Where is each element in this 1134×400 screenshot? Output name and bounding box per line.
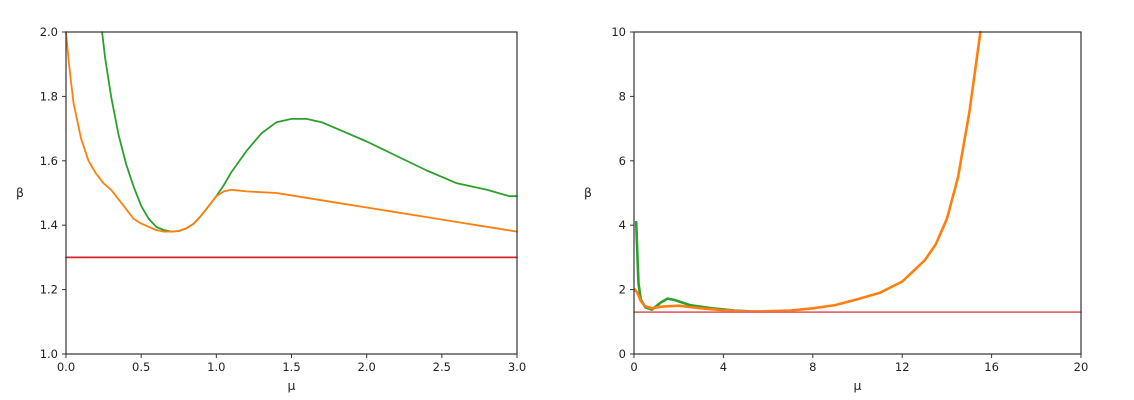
right-chart: 0 4 8 12 16 20 0 2 4 6 8 10 μ β: [584, 25, 1088, 393]
x-tick-label: 8: [809, 360, 816, 374]
left-chart: 0.0 0.5 1.0 1.5 2.0 2.5 3.0 1.0 1.2 1.4 1.6 1.8 2.0 μ…: [16, 25, 526, 393]
y-axis-label: β: [16, 185, 24, 200]
y-tick-label: 1.4: [40, 218, 58, 232]
y-tick-label: 4: [619, 218, 626, 232]
x-tick-label: 3.0: [508, 360, 526, 374]
x-tick-label: 1.0: [207, 360, 225, 374]
y-tick-label: 1.8: [40, 89, 58, 103]
series-line-1: [65, 31, 518, 233]
x-tick-label: 0.0: [57, 360, 75, 374]
x-tick-label: 0.5: [132, 360, 150, 374]
x-tick-label: 16: [984, 360, 999, 374]
series-line-0: [634, 220, 759, 314]
x-axis-label: μ: [854, 378, 862, 393]
x-tick-label: 20: [1074, 360, 1089, 374]
x-tick-label: 1.5: [282, 360, 300, 374]
y-tick-label: 1.2: [40, 283, 58, 297]
y-axis-label: β: [584, 185, 592, 200]
y-tick-label: 6: [619, 154, 626, 168]
series-line-1: [633, 30, 982, 313]
plot-frame: [65, 31, 518, 355]
x-tick-label: 2.0: [358, 360, 376, 374]
x-tick-label: 12: [895, 360, 910, 374]
x-tick-label: 2.5: [433, 360, 451, 374]
x-tick-label: 4: [720, 360, 727, 374]
y-tick-label: 2: [619, 283, 626, 297]
plot-frame: [633, 31, 1082, 355]
y-tick-label: 1.6: [40, 154, 58, 168]
y-tick-label: 0: [619, 347, 626, 361]
y-tick-label: 8: [619, 89, 626, 103]
y-tick-label: 2.0: [40, 25, 58, 39]
x-axis-label: μ: [288, 378, 296, 393]
series-line-0: [101, 31, 518, 233]
y-tick-label: 10: [611, 25, 626, 39]
x-tick-label: 0: [630, 360, 637, 374]
y-tick-label: 1.0: [40, 347, 58, 361]
